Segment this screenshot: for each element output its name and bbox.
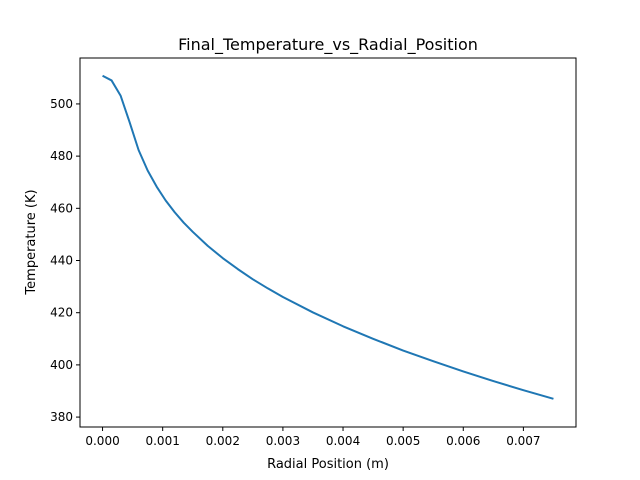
- plot-frame: [79, 57, 577, 428]
- x-axis: 0.000 0.001 0.002 0.003 0.004 0.005 0.006 0.007: [85, 427, 541, 448]
- x-tick-label: 0.001: [145, 434, 179, 448]
- y-tick-label: 420: [50, 306, 73, 320]
- x-tick-label: 0.005: [386, 434, 420, 448]
- y-axis: 380 400 420 440 460 480 500: [50, 97, 80, 424]
- y-tick-label: 400: [50, 358, 73, 372]
- plot-series: [102, 74, 554, 400]
- y-tick-label: 440: [50, 254, 73, 268]
- x-tick-label: 0.006: [446, 434, 480, 448]
- y-axis-label: Temperature (K): [24, 189, 39, 295]
- y-tick-label: 460: [50, 201, 73, 215]
- x-tick-label: 0.004: [326, 434, 360, 448]
- y-tick-label: 480: [50, 149, 73, 163]
- x-tick-label: 0.002: [206, 434, 240, 448]
- x-axis-label: Radial Position (m): [267, 457, 389, 472]
- x-tick-label: 0.003: [266, 434, 300, 448]
- y-tick-label: 380: [50, 410, 73, 424]
- series-line: [102, 74, 554, 400]
- x-tick-label: 0.007: [506, 434, 540, 448]
- y-tick-label: 500: [50, 97, 73, 111]
- x-tick-label: 0.000: [85, 434, 119, 448]
- chart-title: Final_Temperature_vs_Radial_Position: [178, 35, 478, 55]
